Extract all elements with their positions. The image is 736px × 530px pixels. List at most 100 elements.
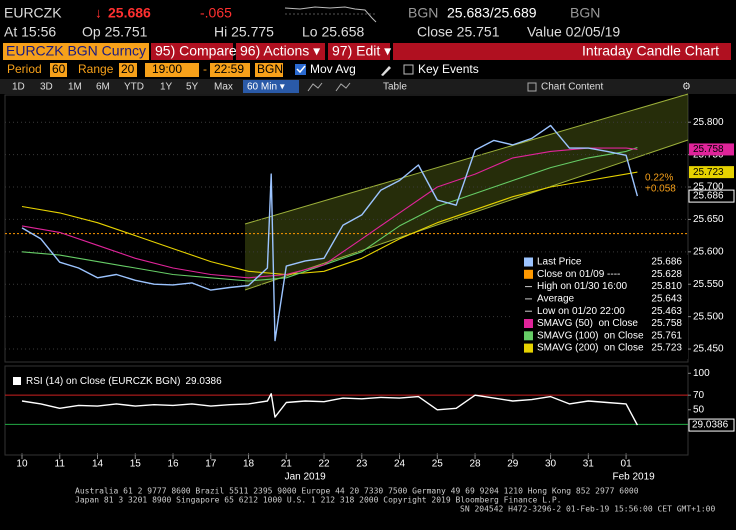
actions-button[interactable] bbox=[236, 43, 325, 60]
x-tick-label: 21 bbox=[281, 459, 293, 470]
mov-avg[interactable]: Mov Avg bbox=[310, 62, 356, 76]
checkmark bbox=[296, 65, 306, 74]
net-change: -.065 bbox=[200, 5, 232, 21]
change-label: +0.058 bbox=[645, 184, 676, 195]
x-tick-label: 14 bbox=[92, 459, 104, 470]
open: Op 25.751 bbox=[82, 24, 148, 40]
rsi-panel bbox=[4, 365, 689, 456]
legend-value: 25.810 bbox=[651, 281, 682, 292]
table-tab[interactable]: Table bbox=[383, 82, 407, 93]
edit-button[interactable] bbox=[328, 43, 390, 60]
legend-label: Average bbox=[537, 294, 575, 305]
legend-box bbox=[513, 255, 688, 359]
security-box[interactable] bbox=[3, 43, 149, 60]
value-tag-label: 29.0386 bbox=[692, 420, 729, 431]
x-tick-label: 22 bbox=[318, 459, 330, 470]
trend-channel bbox=[245, 94, 688, 290]
quote-source: BGN bbox=[408, 5, 438, 21]
time-separator: - bbox=[203, 62, 207, 76]
period-label: Period bbox=[7, 62, 42, 76]
range-tab[interactable]: 1Y bbox=[160, 82, 173, 93]
x-tick-label: 31 bbox=[583, 459, 595, 470]
legend-swatch bbox=[524, 319, 533, 328]
range-tab[interactable]: 1M bbox=[68, 82, 82, 93]
compare-button[interactable] bbox=[151, 43, 233, 60]
x-tick-label: 10 bbox=[16, 459, 28, 470]
range-label: Range bbox=[78, 62, 114, 76]
x-tick-label: 29 bbox=[507, 459, 519, 470]
title-bar bbox=[393, 43, 731, 60]
low: Lo 25.658 bbox=[302, 24, 364, 40]
series-line bbox=[21, 124, 639, 342]
bid-ask: 25.683/25.689 bbox=[447, 5, 537, 21]
legend-value: 25.628 bbox=[651, 269, 682, 280]
legend-label: High on 01/30 16:00 bbox=[537, 281, 628, 292]
key-events-checkbox[interactable] bbox=[403, 64, 414, 75]
period[interactable]: 60 bbox=[52, 62, 66, 76]
series-line bbox=[21, 146, 638, 282]
legend-swatch bbox=[524, 269, 533, 279]
range[interactable]: 20 bbox=[121, 62, 135, 76]
x-tick-label: 17 bbox=[205, 459, 217, 470]
x-tick-label: 11 bbox=[55, 459, 66, 470]
rsi-marker bbox=[13, 377, 21, 385]
legend-swatch bbox=[524, 257, 533, 267]
y-tick-label: 25.650 bbox=[693, 214, 724, 225]
interval[interactable]: 60 Min ▾ bbox=[247, 82, 285, 93]
settings-gear[interactable]: ⚙ bbox=[682, 82, 691, 93]
y-tick-label: 25.800 bbox=[693, 117, 724, 128]
x-tick-label: 28 bbox=[469, 459, 481, 470]
y-tick-label: 25.450 bbox=[693, 344, 724, 355]
legend-value: 25.758 bbox=[651, 318, 682, 329]
range-tab[interactable]: Max bbox=[214, 82, 233, 93]
interval-box[interactable] bbox=[243, 80, 299, 93]
source[interactable]: BGN bbox=[257, 62, 283, 76]
y-tick-label: 70 bbox=[693, 390, 705, 401]
legend-label: Close on 01/09 ---- bbox=[537, 269, 620, 280]
start-time[interactable]: 19:00 bbox=[152, 62, 182, 76]
range-tab[interactable]: 6M bbox=[96, 82, 110, 93]
change-label: 0.22% bbox=[645, 173, 673, 184]
compare-label[interactable]: 95) Compare bbox=[155, 43, 237, 59]
last-price: 25.686 bbox=[108, 5, 151, 21]
quote-source-2: BGN bbox=[570, 5, 600, 21]
chart-content-tab[interactable]: Chart Content bbox=[541, 82, 603, 93]
legend-value: 25.686 bbox=[651, 257, 682, 268]
value-tag bbox=[688, 189, 735, 203]
key-events[interactable]: Key Events bbox=[418, 62, 479, 76]
chart-icon[interactable] bbox=[335, 82, 351, 92]
period-box[interactable] bbox=[50, 63, 67, 77]
channel-upper bbox=[244, 93, 689, 225]
security[interactable]: EURCZK BGN Curncy bbox=[6, 43, 146, 59]
rsi-last-value: 29.0386 bbox=[185, 376, 222, 387]
legend-swatch bbox=[524, 343, 533, 353]
tab-bar bbox=[0, 79, 736, 94]
legend-value: 25.723 bbox=[651, 343, 682, 354]
y-tick-label: 25.500 bbox=[693, 311, 724, 322]
range-tab[interactable]: 1D bbox=[12, 82, 25, 93]
start-box[interactable] bbox=[145, 63, 199, 77]
end-time[interactable]: 22:59 bbox=[214, 62, 244, 76]
mov-avg-checkbox[interactable] bbox=[295, 64, 306, 75]
range-tab[interactable]: 3D bbox=[40, 82, 53, 93]
end-box[interactable] bbox=[210, 63, 250, 77]
y-tick-label: 25.700 bbox=[693, 182, 724, 193]
x-period-label: Jan 2019 bbox=[285, 472, 327, 483]
line-icon[interactable] bbox=[307, 82, 323, 92]
value-date: Value 02/05/19 bbox=[527, 24, 620, 40]
legend-label: SMAVG (100) on Close bbox=[537, 330, 644, 341]
x-tick-label: 24 bbox=[394, 459, 406, 470]
series-line bbox=[21, 171, 638, 276]
range-tab[interactable]: 5Y bbox=[186, 82, 199, 93]
source-box[interactable] bbox=[255, 63, 283, 77]
pencil-icon[interactable] bbox=[381, 66, 391, 76]
actions-label[interactable]: 96) Actions ▾ bbox=[240, 43, 320, 59]
x-tick-label: 30 bbox=[545, 459, 557, 470]
value-tag bbox=[689, 143, 734, 156]
edit-label[interactable]: 97) Edit ▾ bbox=[332, 43, 391, 59]
range-box[interactable] bbox=[119, 63, 137, 77]
symbol: EURCZK bbox=[4, 5, 62, 21]
series-line bbox=[21, 147, 638, 279]
range-tab[interactable]: YTD bbox=[124, 82, 144, 93]
series-line bbox=[21, 393, 639, 426]
